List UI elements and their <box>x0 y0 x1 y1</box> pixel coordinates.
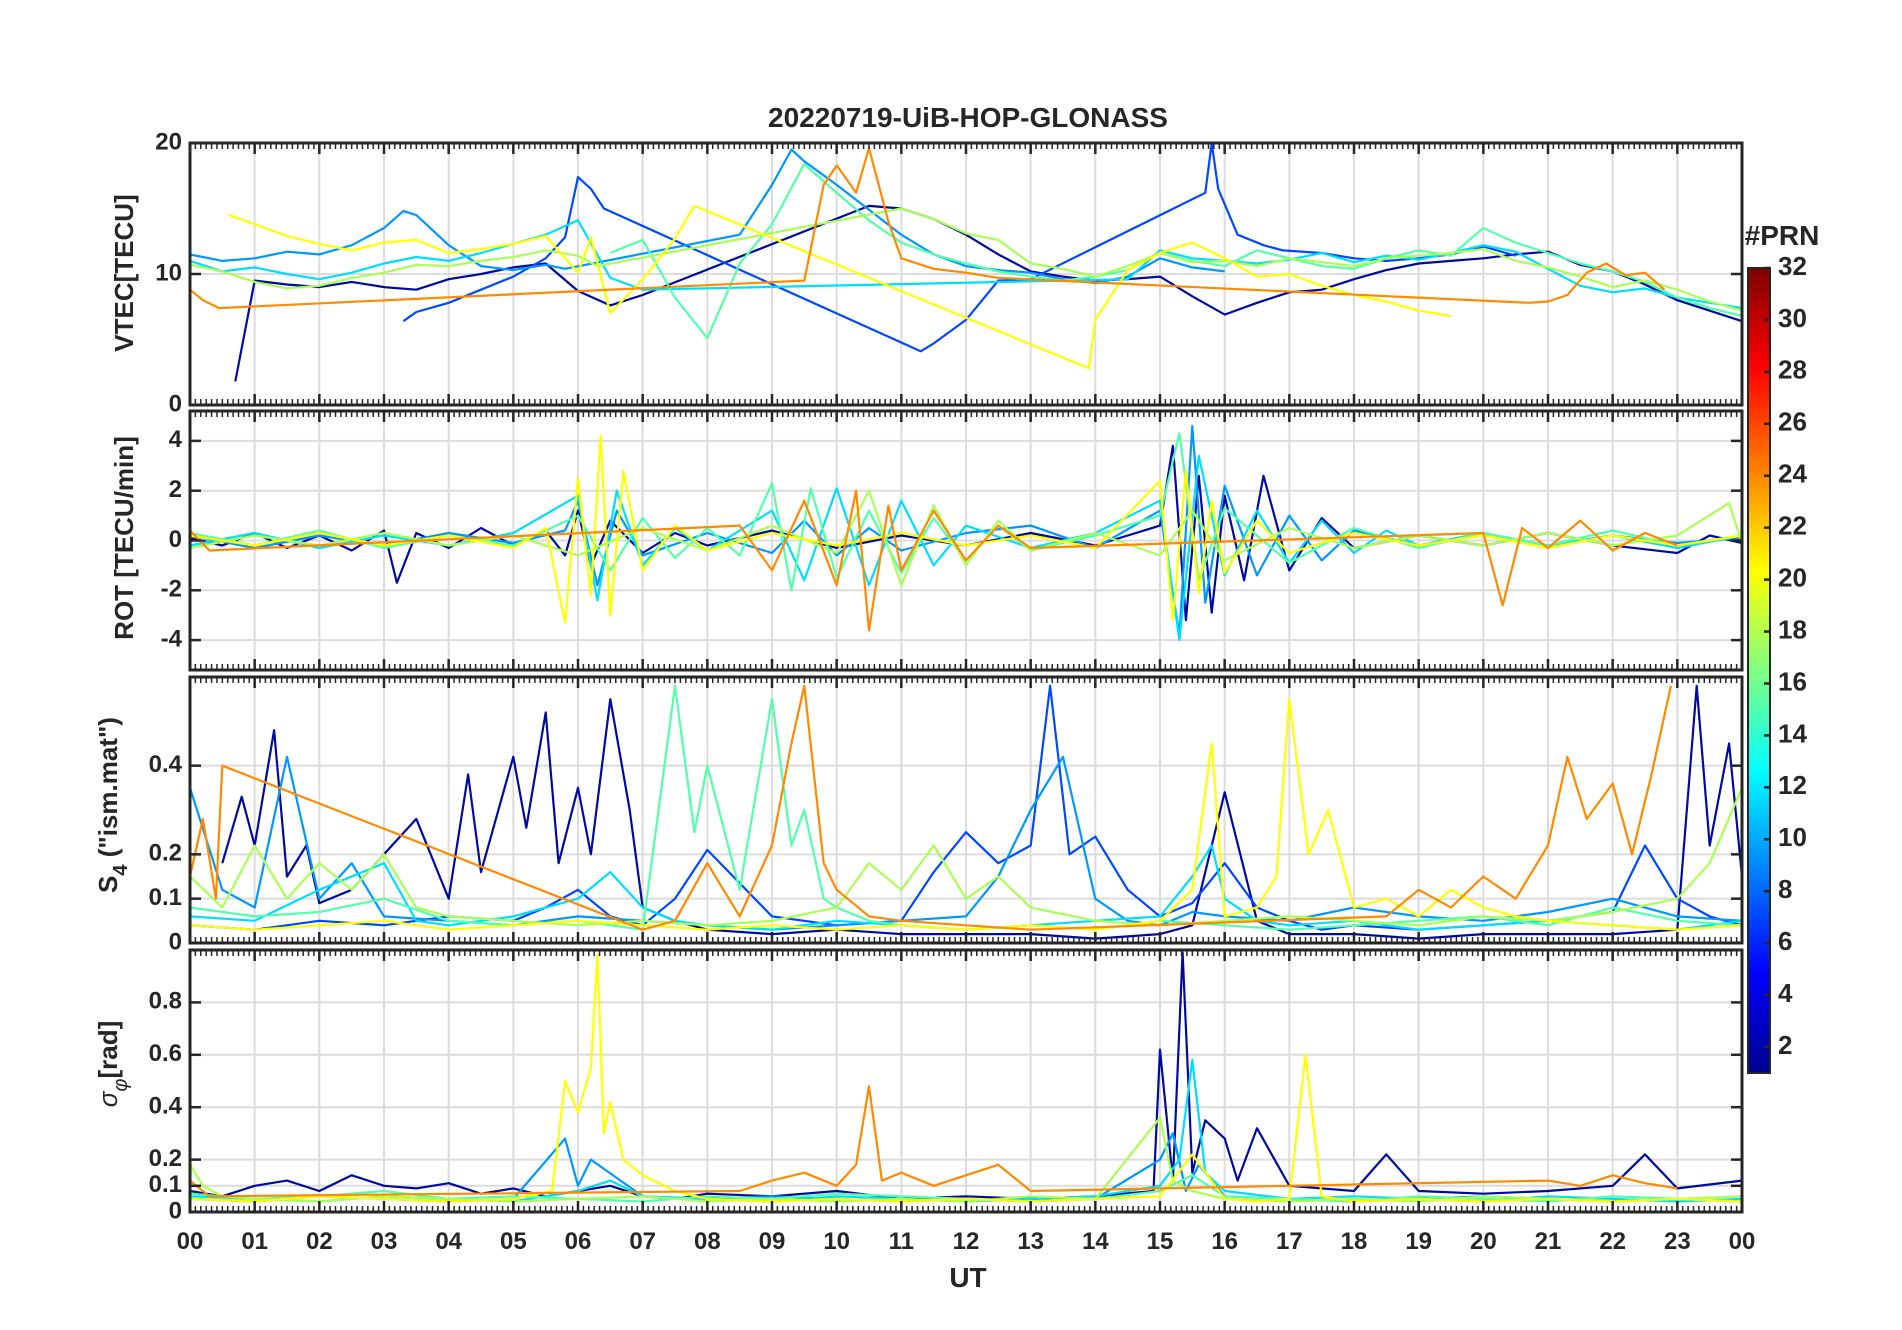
colorbar-tick-label: 10 <box>1778 822 1807 852</box>
colorbar-tick-label: 26 <box>1778 407 1807 437</box>
x-tick-label: 10 <box>823 1228 850 1255</box>
x-tick-label: 09 <box>759 1228 786 1255</box>
y-tick-label: 0.2 <box>149 840 182 867</box>
x-tick-label: 00 <box>177 1228 204 1255</box>
x-tick-label: 03 <box>371 1228 398 1255</box>
y-tick-label: 0 <box>169 1197 182 1224</box>
x-tick-label: 23 <box>1664 1228 1691 1255</box>
colorbar-tick-label: 24 <box>1778 459 1807 489</box>
sigma-phi-panel: 00.10.2 0.4 0.6 0.8 00 01 02 03 04 05 06 07 08 09 10 11… <box>149 948 1756 1255</box>
x-axis-label: UT <box>949 1262 986 1293</box>
x-tick-label: 19 <box>1405 1228 1432 1255</box>
y-tick-label: 0.8 <box>149 988 182 1015</box>
y-tick-label: 0.2 <box>149 1145 182 1172</box>
colorbar-tick-label: 16 <box>1778 666 1807 696</box>
colorbar-gradient <box>1748 268 1770 1073</box>
x-tick-label: 04 <box>435 1228 462 1255</box>
x-tick-label: 08 <box>694 1228 721 1255</box>
y-tick-label: -2 <box>161 576 182 603</box>
rot-y-axis-label: ROT [TECU/min] <box>109 436 139 640</box>
x-tick-label: 05 <box>500 1228 527 1255</box>
x-tick-label: 12 <box>953 1228 980 1255</box>
colorbar-tick-label: 32 <box>1778 251 1807 281</box>
y-tick-label: 20 <box>155 128 182 155</box>
colorbar-tick-label: 20 <box>1778 562 1807 592</box>
x-tick-label: 17 <box>1276 1228 1303 1255</box>
colorbar-tick-label: 6 <box>1778 926 1792 956</box>
series-trace <box>189 489 1678 632</box>
y-tick-label: -4 <box>161 625 183 652</box>
y-tick-label: 4 <box>169 426 183 453</box>
series-trace <box>189 432 1743 592</box>
colorbar-frame <box>1747 267 1771 1074</box>
colorbar-tick-label: 18 <box>1778 614 1807 644</box>
series-trace <box>189 147 1666 310</box>
colorbar-title: #PRN <box>1745 220 1820 251</box>
x-tick-label: 06 <box>565 1228 592 1255</box>
colorbar-tick-label: 22 <box>1778 511 1807 541</box>
x-tick-label: 21 <box>1535 1228 1562 1255</box>
series-trace <box>189 444 1743 622</box>
y-tick-label: 0 <box>169 390 182 417</box>
y-tick-label: 0 <box>169 928 182 955</box>
y-tick-label: 0.1 <box>149 1171 182 1198</box>
s4-y-axis-label: S4 ("ism.mat") <box>93 717 132 893</box>
y-tick-label: 0.4 <box>149 751 183 778</box>
colorbar-tick-label: 30 <box>1778 303 1807 333</box>
x-tick-label: 15 <box>1147 1228 1174 1255</box>
series-trace <box>189 434 1743 624</box>
x-tick-label: 00 <box>1729 1228 1756 1255</box>
colorbar-tick-label: 12 <box>1778 770 1807 800</box>
s4-panel: 0 0.1 0.2 0.4 <box>149 675 1744 955</box>
y-tick-label: 10 <box>155 259 182 286</box>
x-tick-label: 22 <box>1599 1228 1626 1255</box>
y-tick-label: 0.4 <box>149 1093 183 1120</box>
x-tick-label: 13 <box>1017 1228 1044 1255</box>
sigma-phi-y-axis-label: σφ[rad] <box>93 1021 132 1108</box>
series-trace <box>228 204 1452 370</box>
x-tick-label: 16 <box>1211 1228 1238 1255</box>
series-trace <box>189 951 1743 1201</box>
rot-panel: -4 -2 0 2 4 <box>161 409 1744 672</box>
y-tick-label: 0.1 <box>149 884 182 911</box>
series-trace <box>189 454 1743 642</box>
y-tick-label: 0 <box>169 526 182 553</box>
x-tick-label: 02 <box>306 1228 333 1255</box>
series-trace <box>189 148 1225 285</box>
colorbar-tick-label: 4 <box>1778 978 1793 1008</box>
x-tick-label: 07 <box>629 1228 656 1255</box>
vtec-panel: 0 10 20 <box>155 128 1744 417</box>
series-trace <box>189 698 1743 931</box>
vtec-y-axis-label: VTEC[TECU] <box>109 194 139 351</box>
x-tick-label: 01 <box>241 1228 268 1255</box>
series-trace <box>189 787 1744 927</box>
x-tick-label: 18 <box>1341 1228 1368 1255</box>
colorbar-tick-label: 14 <box>1778 718 1807 748</box>
colorbar-tick-label: 2 <box>1778 1030 1792 1060</box>
colorbar-tick-label: 8 <box>1778 874 1792 904</box>
chart-title: 20220719-UiB-HOP-GLONASS <box>768 102 1168 133</box>
x-tick-label: 14 <box>1082 1228 1109 1255</box>
series-trace <box>188 755 1743 931</box>
series-trace <box>189 219 1743 310</box>
series-trace <box>189 1085 1678 1198</box>
y-tick-label: 2 <box>169 476 182 503</box>
series-trace <box>188 684 1672 931</box>
y-tick-label: 0.6 <box>149 1040 182 1067</box>
x-tick-label: 20 <box>1470 1228 1497 1255</box>
x-tick-label: 11 <box>889 1228 914 1255</box>
series-trace <box>189 207 1743 312</box>
colorbar-tick-label: 28 <box>1778 355 1807 385</box>
